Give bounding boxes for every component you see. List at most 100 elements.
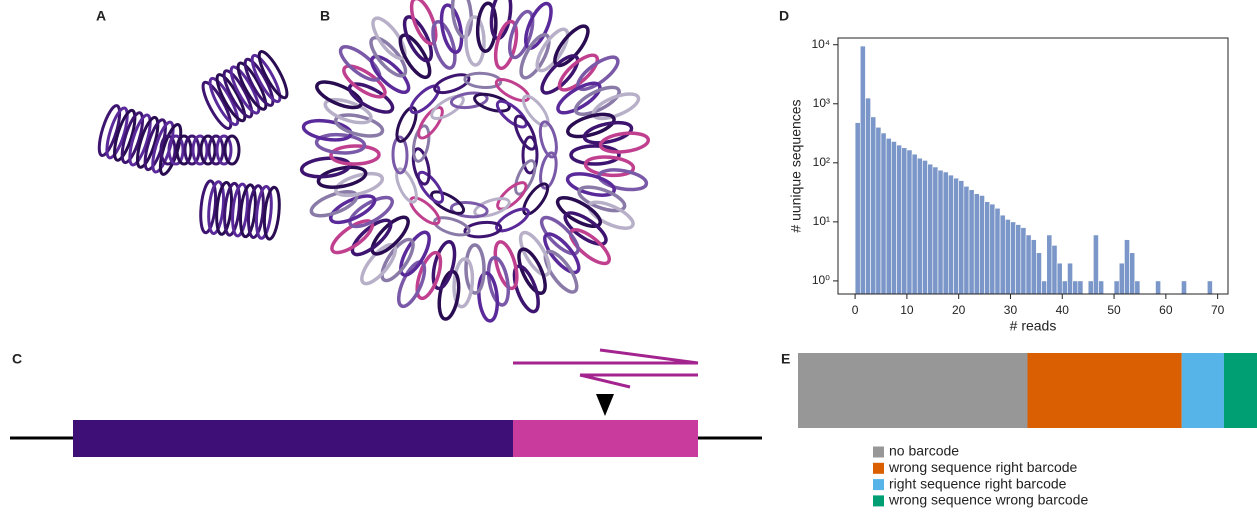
- bar: [922, 160, 927, 294]
- bar: [985, 202, 990, 294]
- bar: [1036, 253, 1041, 294]
- bar: [948, 175, 953, 294]
- bar: [1114, 281, 1119, 294]
- x-tick-label: 30: [1004, 303, 1018, 317]
- helix: [561, 207, 611, 249]
- bar: [1078, 281, 1083, 294]
- helix: [339, 61, 389, 103]
- y-tick-label: 10²: [813, 155, 830, 169]
- helix: [465, 17, 484, 65]
- bar: [938, 170, 943, 294]
- bar: [959, 181, 964, 294]
- legend-label: right sequence right barcode: [889, 475, 1067, 491]
- bar: [1021, 228, 1026, 294]
- bar: [1031, 240, 1036, 294]
- bar: [860, 46, 865, 294]
- bar: [953, 178, 958, 294]
- helix: [428, 188, 466, 218]
- bar: [1093, 235, 1098, 294]
- bar: [1067, 263, 1072, 294]
- bar: [1124, 240, 1129, 294]
- y-tick-label: 10⁴: [811, 37, 830, 51]
- legend-swatch: [873, 479, 884, 490]
- bar: [1026, 235, 1031, 294]
- panel-label: B: [320, 8, 330, 24]
- x-tick-label: 70: [1211, 303, 1225, 317]
- bar: [964, 186, 969, 294]
- y-tick-label: 10³: [813, 96, 830, 110]
- helix: [407, 82, 443, 117]
- bar: [1057, 263, 1062, 294]
- legend-label: wrong sequence wrong barcode: [888, 492, 1088, 508]
- bar: [995, 208, 1000, 294]
- bar-segment: [1224, 353, 1257, 428]
- bar: [1099, 281, 1104, 294]
- bar: [1047, 235, 1052, 294]
- bar: [871, 117, 876, 294]
- bar: [907, 150, 912, 294]
- legend-label: no barcode: [889, 443, 959, 459]
- figure: A B C D E 01020304050607010⁰10¹10²10³10⁴…: [0, 0, 1257, 513]
- bar: [943, 172, 948, 294]
- bar: [1000, 215, 1005, 294]
- bar: [979, 195, 984, 294]
- protein-structure-a: [95, 48, 292, 239]
- x-tick-label: 60: [1159, 303, 1173, 317]
- x-axis-label: # reads: [1010, 318, 1057, 334]
- bar: [928, 164, 933, 294]
- bar: [1005, 219, 1010, 294]
- helix: [316, 133, 365, 154]
- x-tick-label: 20: [952, 303, 966, 317]
- y-axis-label: # uunique sequences: [788, 99, 804, 232]
- cut-site: [596, 394, 614, 416]
- bar: [1155, 281, 1160, 294]
- bar: [969, 190, 974, 294]
- bar: [974, 194, 979, 294]
- helix: [407, 194, 443, 228]
- legend-swatch: [873, 463, 884, 474]
- helix: [521, 0, 557, 51]
- bar: [917, 158, 922, 294]
- bar: [1088, 281, 1093, 294]
- bar: [891, 141, 896, 294]
- helix: [356, 240, 400, 289]
- protein-structure-b: [301, 0, 650, 322]
- x-tick-label: 50: [1107, 303, 1121, 317]
- helix: [411, 125, 432, 163]
- x-tick-label: 40: [1056, 303, 1070, 317]
- legend-swatch: [873, 447, 884, 458]
- bar: [933, 167, 938, 294]
- bar: [1135, 281, 1140, 294]
- bar: [881, 133, 886, 294]
- helix: [566, 224, 614, 269]
- bar-segment: [1028, 353, 1182, 428]
- bar: [1207, 281, 1212, 294]
- panel-label: D: [779, 8, 789, 24]
- bar: [902, 148, 907, 294]
- bar: [1042, 281, 1047, 294]
- bar: [1052, 245, 1057, 294]
- legend-swatch: [873, 495, 884, 506]
- helix: [331, 146, 379, 165]
- y-tick-label: 10¹: [813, 214, 830, 228]
- bar-segment: [1182, 353, 1224, 428]
- gene-segment: [73, 420, 513, 457]
- bar: [1181, 281, 1186, 294]
- tag-segment: [513, 420, 698, 457]
- panel-label: A: [96, 8, 106, 24]
- bar: [855, 123, 860, 294]
- bar: [886, 138, 891, 294]
- helix: [313, 77, 364, 113]
- bar: [897, 145, 902, 294]
- bar: [876, 127, 881, 294]
- bar: [1062, 281, 1067, 294]
- bar-segment: [798, 353, 1028, 428]
- helix: [571, 146, 619, 164]
- helix: [549, 21, 593, 70]
- bar: [912, 154, 917, 294]
- x-tick-label: 0: [852, 303, 859, 317]
- bar: [865, 98, 870, 294]
- forward-primer: [513, 350, 698, 363]
- bar: [1010, 222, 1015, 294]
- helix: [393, 259, 429, 310]
